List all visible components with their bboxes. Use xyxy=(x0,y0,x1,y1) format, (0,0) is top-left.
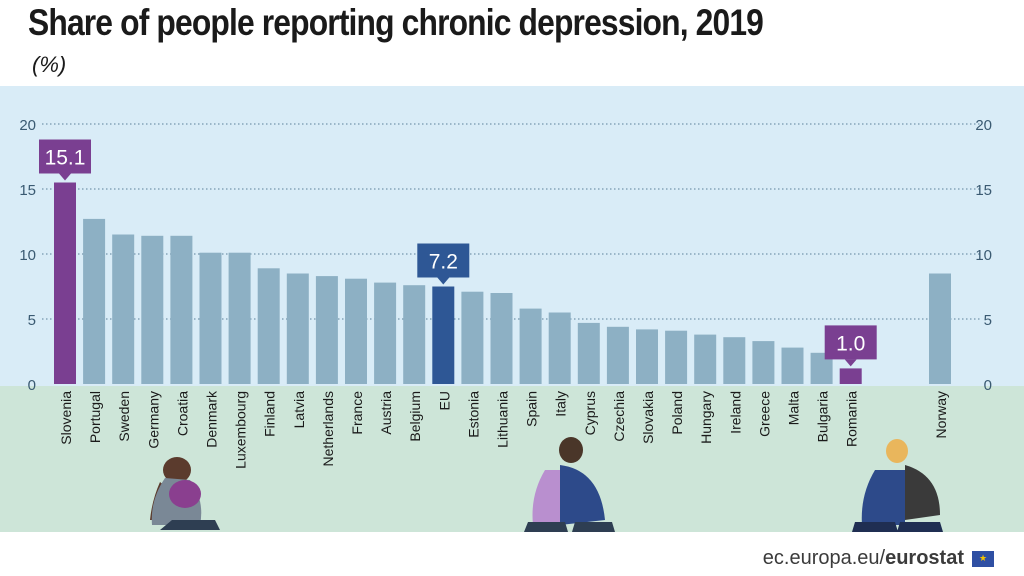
category-label: Norway xyxy=(933,391,949,438)
y-tick-label-right: 10 xyxy=(975,247,992,264)
y-tick-label-left: 0 xyxy=(28,377,36,394)
bar xyxy=(723,337,746,384)
category-label: Croatia xyxy=(174,391,190,436)
bar xyxy=(54,182,76,384)
bar xyxy=(315,276,338,384)
bar xyxy=(170,235,193,384)
bar xyxy=(461,291,484,384)
source-footer: ec.europa.eu/eurostat ★ xyxy=(763,547,994,570)
category-label: Bulgaria xyxy=(815,391,831,443)
bar xyxy=(694,334,717,384)
category-label: EU xyxy=(436,391,452,410)
callout-box xyxy=(39,139,91,174)
category-label: Greece xyxy=(756,391,772,437)
category-label: Spain xyxy=(524,391,540,427)
value-callout: 15.1 xyxy=(39,139,91,181)
bar xyxy=(490,293,513,384)
y-tick-label-right: 5 xyxy=(984,312,992,329)
category-label: Malta xyxy=(786,391,802,425)
category-label: Romania xyxy=(844,391,860,447)
callout-box xyxy=(824,325,877,360)
category-label: Sweden xyxy=(116,391,132,442)
bar xyxy=(112,234,135,384)
sitting-man-right-illustration xyxy=(852,439,943,532)
bar xyxy=(83,218,106,384)
chart-title: Share of people reporting chronic depres… xyxy=(28,2,764,43)
category-label: Poland xyxy=(669,391,685,435)
category-label: Estonia xyxy=(465,391,481,438)
y-tick-label-right: 20 xyxy=(975,117,992,134)
bar xyxy=(839,368,862,384)
bar xyxy=(810,352,833,384)
category-label: Italy xyxy=(553,391,569,417)
y-tick-label-left: 5 xyxy=(28,312,36,329)
callout-value: 1.0 xyxy=(836,332,865,355)
bar xyxy=(403,285,426,384)
bar xyxy=(665,330,688,384)
bar xyxy=(781,347,804,384)
y-tick-label-left: 15 xyxy=(19,182,36,199)
category-label: Finland xyxy=(262,391,278,437)
y-tick-label-left: 10 xyxy=(19,247,36,264)
category-label: Portugal xyxy=(87,391,103,443)
chart-unit-subtitle: (%) xyxy=(32,52,67,77)
bar xyxy=(929,273,951,384)
category-label: Cyprus xyxy=(582,391,598,435)
category-label: Denmark xyxy=(204,390,220,448)
category-label: Slovenia xyxy=(58,391,74,445)
bar xyxy=(141,235,164,384)
bar xyxy=(199,252,222,384)
footer-brand-text: eurostat xyxy=(885,547,964,569)
bar xyxy=(752,341,775,384)
category-label: Slovakia xyxy=(640,391,656,444)
bar xyxy=(374,282,397,384)
category-label: Hungary xyxy=(698,391,714,444)
bar xyxy=(432,286,455,384)
sitting-woman-illustration xyxy=(150,457,220,530)
callout-pointer xyxy=(437,277,450,285)
callout-pointer xyxy=(844,359,857,367)
callout-pointer xyxy=(59,173,71,181)
category-label: France xyxy=(349,391,365,435)
y-tick-label-left: 20 xyxy=(19,117,36,134)
eu-flag-icon: ★ xyxy=(972,550,994,567)
sitting-man-center-illustration xyxy=(524,437,615,532)
bar xyxy=(286,273,309,384)
category-label: Belgium xyxy=(407,391,423,442)
decorative-figures xyxy=(150,437,943,532)
category-label: Germany xyxy=(145,391,161,449)
category-label: Ireland xyxy=(727,391,743,434)
value-callout: 7.2 xyxy=(417,243,470,285)
callout-box xyxy=(417,243,470,278)
bar xyxy=(548,312,571,384)
bar xyxy=(228,252,251,384)
callout-value: 15.1 xyxy=(45,147,86,170)
bar xyxy=(519,308,542,384)
category-labels: Slovenia Portugal Sweden Germany Croatia Denm… xyxy=(58,390,949,469)
gridlines: 0 0 5 5 10 10 15 15 20 20 xyxy=(19,117,992,394)
bar xyxy=(257,268,280,384)
y-tick-label-right: 0 xyxy=(984,377,992,394)
category-label: Luxembourg xyxy=(233,391,249,469)
callout-value: 7.2 xyxy=(429,251,458,274)
bar xyxy=(577,322,600,384)
bars xyxy=(54,182,951,384)
category-label: Czechia xyxy=(611,391,627,442)
footer-site-text: ec.europa.eu/ xyxy=(762,547,886,569)
bar xyxy=(345,278,367,384)
category-label: Latvia xyxy=(291,391,307,429)
value-callouts: 15.1 7.2 1.0 xyxy=(39,139,877,367)
category-label: Austria xyxy=(378,391,394,435)
category-label: Lithuania xyxy=(495,391,511,448)
category-label: Netherlands xyxy=(320,391,336,467)
bar xyxy=(606,326,629,384)
y-tick-label-right: 15 xyxy=(975,182,992,199)
bar xyxy=(636,329,658,384)
value-callout: 1.0 xyxy=(824,325,877,367)
